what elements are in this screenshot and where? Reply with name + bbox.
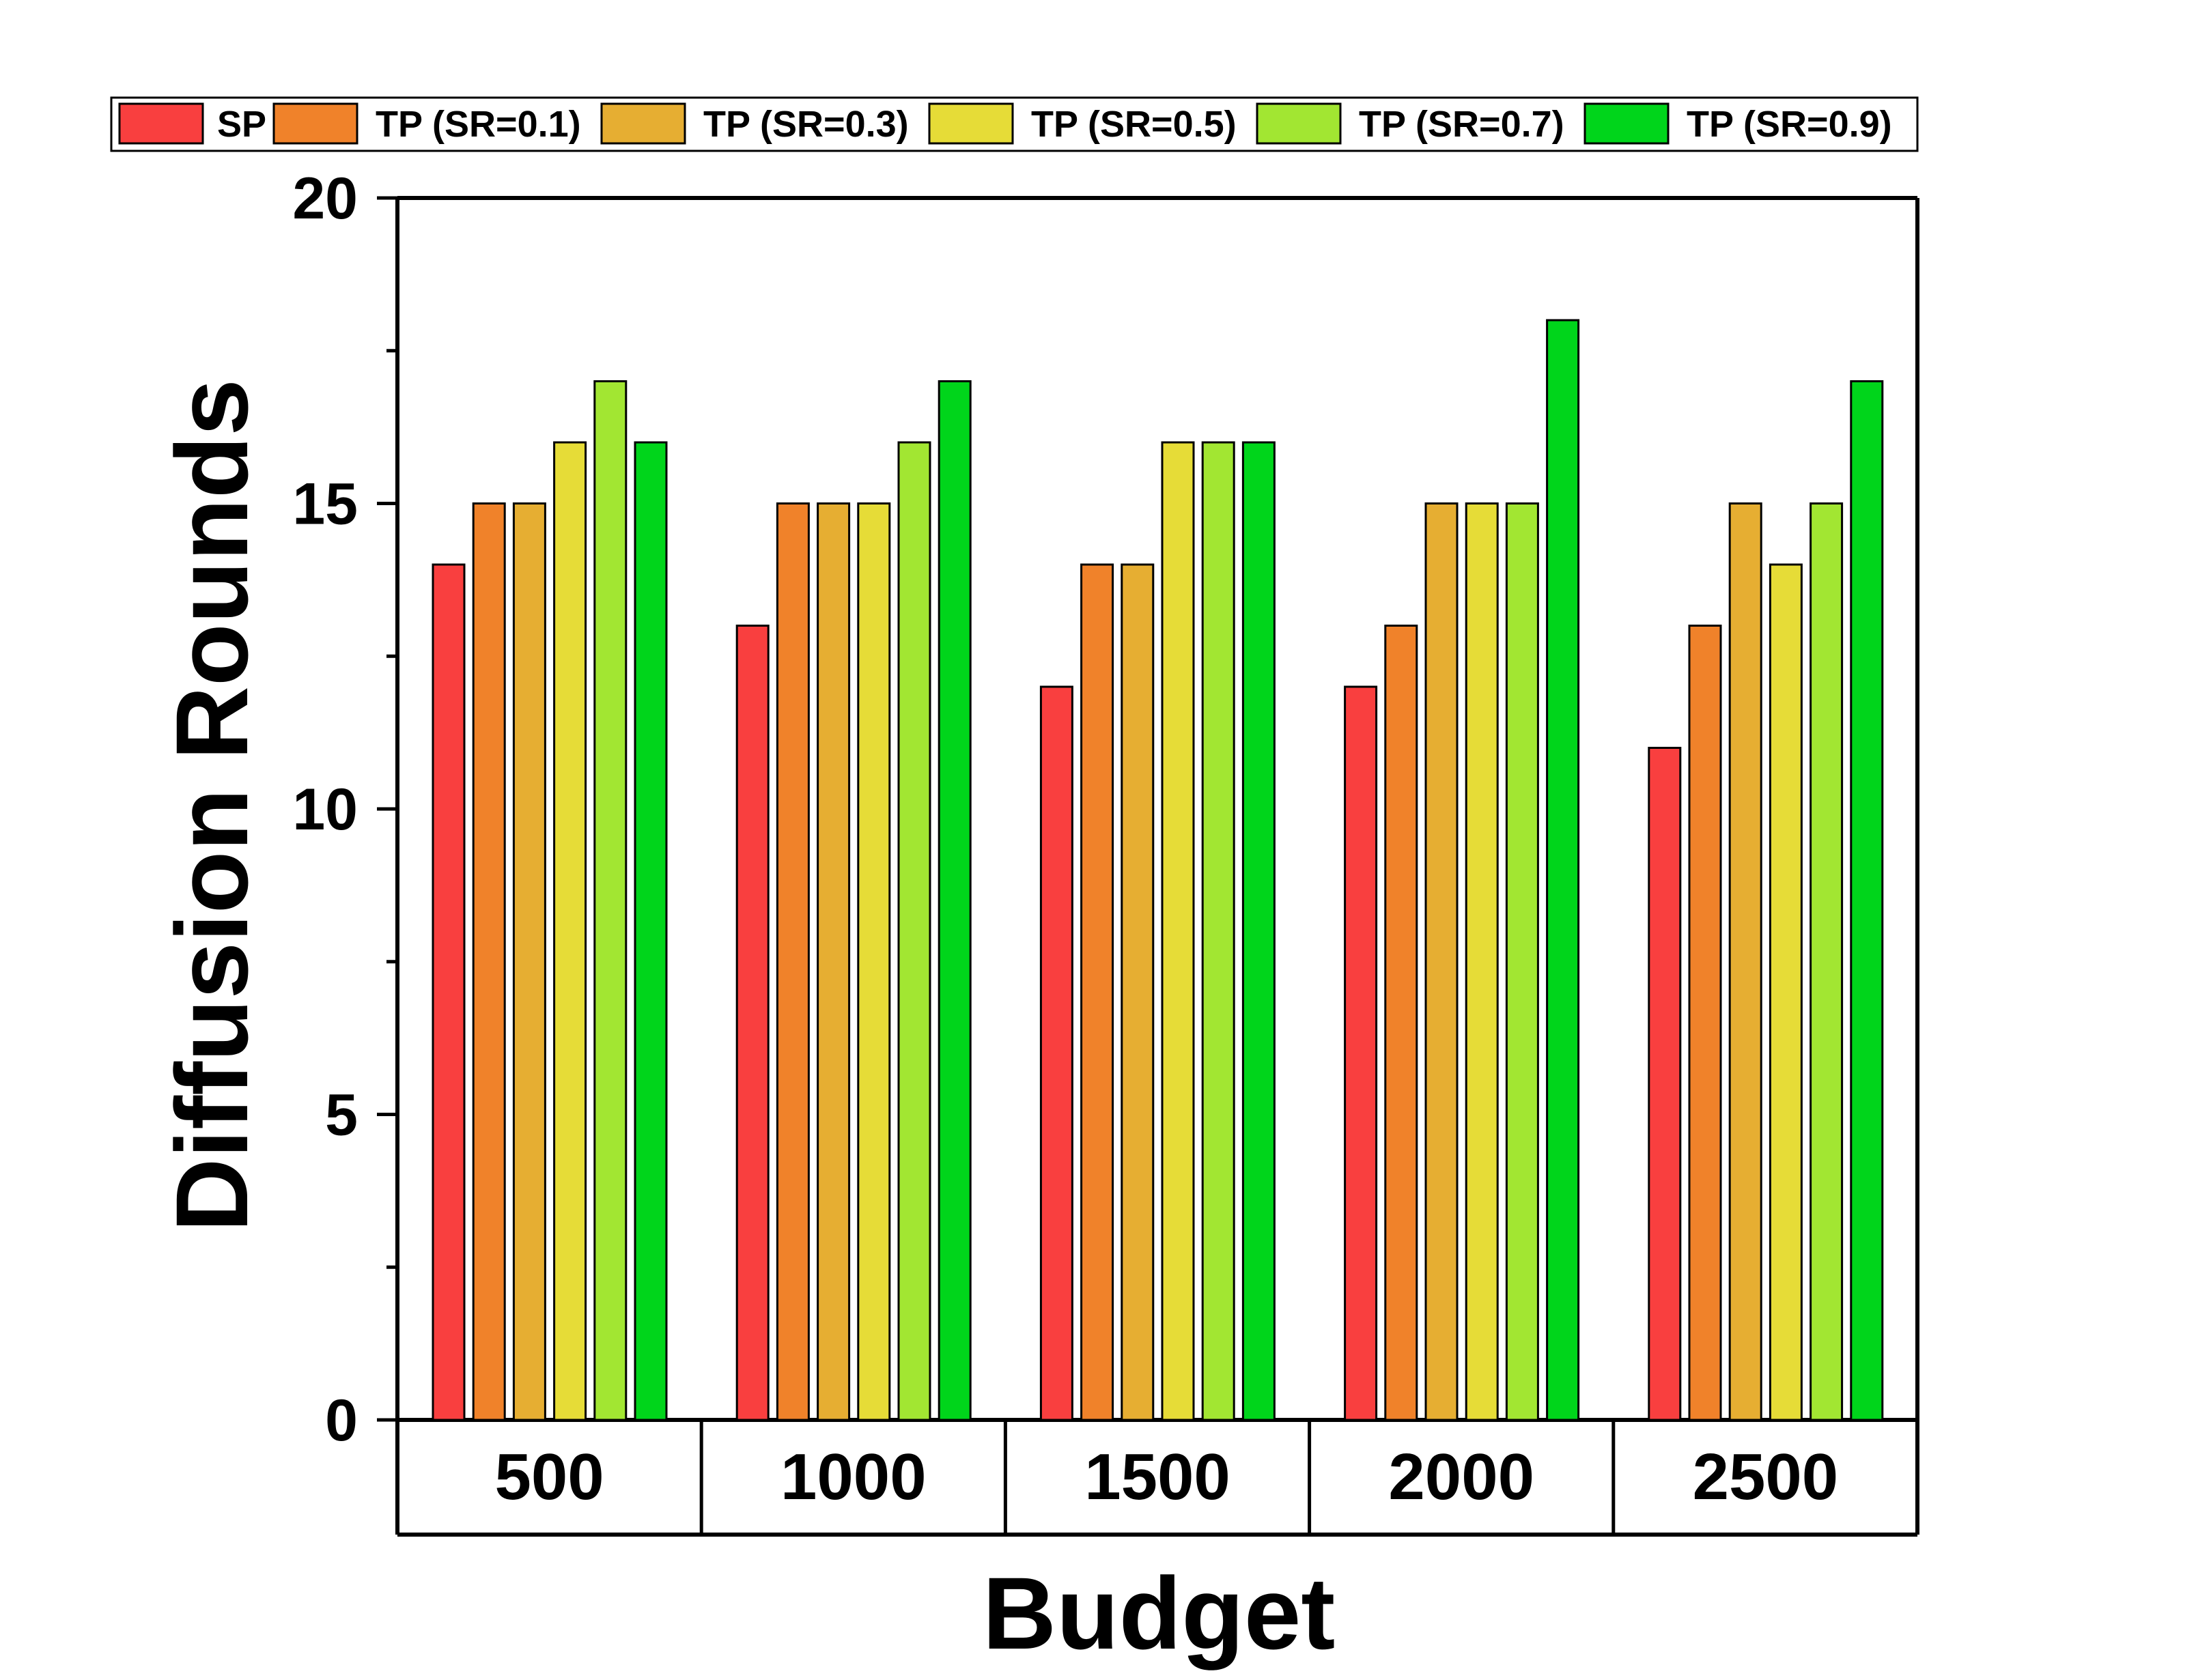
bar xyxy=(1201,441,1235,1421)
bar xyxy=(1344,685,1378,1421)
bar xyxy=(634,441,668,1421)
legend-label: SP xyxy=(217,104,266,145)
category-table: 500 1000 1500 2000 2500 xyxy=(397,1420,1917,1537)
x-tick-label: 1000 xyxy=(780,1440,927,1513)
x-tick-label: 2500 xyxy=(1693,1440,1839,1513)
bar xyxy=(1424,502,1459,1421)
legend-label: TP (SR=0.3) xyxy=(703,104,909,145)
bar xyxy=(817,502,851,1421)
legend-swatch xyxy=(1583,102,1670,145)
legend-swatch xyxy=(600,102,686,145)
legend-label: TP (SR=0.5) xyxy=(1031,104,1237,145)
y-tick-label: 20 xyxy=(292,166,358,231)
bar xyxy=(897,441,931,1421)
bar xyxy=(1384,625,1418,1421)
y-tick-label: 10 xyxy=(292,777,358,842)
bar xyxy=(1810,502,1844,1421)
bar xyxy=(593,380,628,1421)
bar xyxy=(1688,625,1722,1421)
legend-swatch xyxy=(118,102,204,145)
bar xyxy=(472,502,506,1421)
bar xyxy=(1728,502,1762,1421)
x-tick-label: 2000 xyxy=(1388,1440,1534,1513)
bar xyxy=(1161,441,1195,1421)
y-tick-label: 5 xyxy=(325,1083,358,1148)
x-tick-label: 1500 xyxy=(1084,1440,1230,1513)
legend-label: TP (SR=0.9) xyxy=(1687,104,1892,145)
bar xyxy=(1850,380,1884,1421)
legend-label: TP (SR=0.7) xyxy=(1359,104,1564,145)
bar xyxy=(1769,563,1803,1421)
bar xyxy=(1121,563,1155,1421)
y-axis-label: Diffusion Rounds xyxy=(154,379,269,1232)
x-axis-label: Budget xyxy=(983,1556,1336,1670)
bar xyxy=(857,502,891,1421)
bar xyxy=(1241,441,1276,1421)
bar xyxy=(1546,319,1580,1421)
bar xyxy=(432,563,466,1421)
bars xyxy=(432,319,1884,1421)
axes: 0 5 10 15 20 xyxy=(292,166,1919,1535)
bar xyxy=(938,380,972,1421)
bar xyxy=(1080,563,1114,1421)
bar xyxy=(1039,685,1073,1421)
bar xyxy=(1465,502,1499,1421)
bar xyxy=(512,502,546,1421)
bar xyxy=(553,441,587,1421)
x-tick-label: 500 xyxy=(495,1440,604,1513)
bar xyxy=(735,625,770,1421)
bar xyxy=(1648,747,1682,1421)
bar xyxy=(776,502,810,1421)
y-tick-label: 15 xyxy=(292,472,358,537)
legend-swatch xyxy=(272,102,358,145)
legend-swatch xyxy=(1256,102,1342,145)
legend-swatch xyxy=(928,102,1014,145)
bar xyxy=(1505,502,1539,1421)
legend: SP TP (SR=0.1) TP (SR=0.3) TP (SR=0.5) TP (S… xyxy=(110,96,1919,152)
legend-label: TP (SR=0.1) xyxy=(376,104,581,145)
y-tick-label: 0 xyxy=(325,1388,358,1453)
